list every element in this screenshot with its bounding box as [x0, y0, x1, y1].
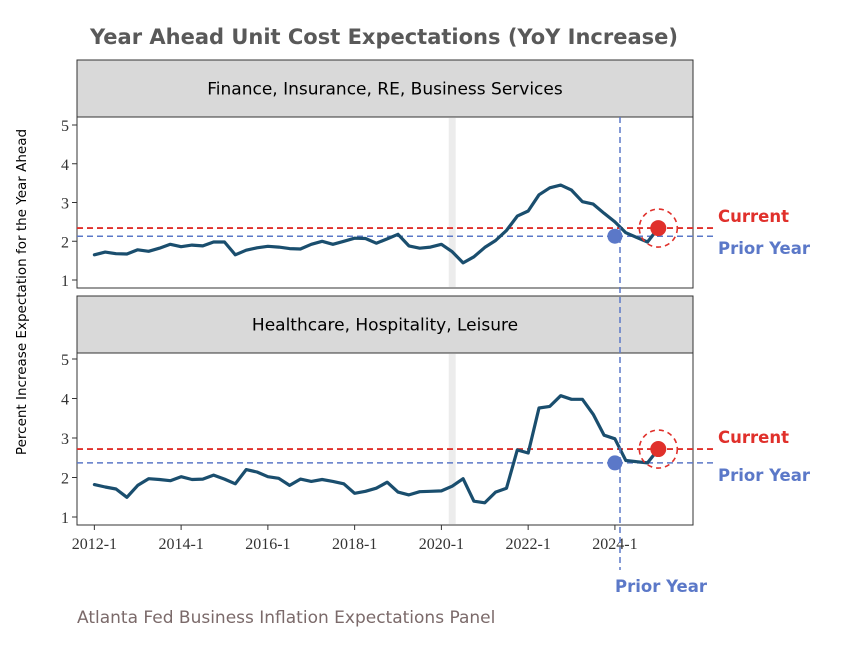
y-tick-label: 1	[61, 510, 69, 527]
y-tick-label: 4	[61, 392, 69, 409]
x-tick-label: 2016-1	[245, 536, 290, 553]
recession-band	[448, 354, 456, 524]
panel-strip	[76, 59, 694, 118]
y-tick-label: 1	[61, 273, 69, 290]
current-point	[650, 220, 667, 237]
x-axis: 2012-1 2014-1 2016-1 2018-1 2020-1 2022-1 2024…	[72, 117, 638, 570]
recession-band	[448, 118, 456, 287]
vertical-marker-label: Prior Year	[615, 577, 708, 596]
x-tick-label: 2018-1	[332, 536, 377, 553]
x-tick-label: 2020-1	[419, 536, 464, 553]
plot-area	[76, 352, 694, 526]
y-tick-label: 4	[61, 157, 69, 174]
prior-year-label: Prior Year	[718, 466, 811, 485]
y-tick-label: 2	[61, 471, 69, 488]
x-tick-label: 2022-1	[505, 536, 550, 553]
y-tick-label: 2	[61, 234, 69, 251]
current-point	[650, 441, 667, 458]
y-axis-label: Percent Increase Expectation for the Yea…	[14, 129, 30, 455]
panel-title: Finance, Insurance, RE, Business Service…	[207, 80, 563, 100]
current-highlight-ring	[638, 208, 679, 248]
series-line	[92, 394, 660, 505]
y-tick-label: 3	[61, 196, 69, 213]
panel-finance: Finance, Insurance, RE, Business Service…	[61, 59, 811, 290]
x-tick-label: 2014-1	[158, 536, 203, 553]
series-line	[92, 183, 660, 265]
x-tick-label: 2024-1	[592, 536, 637, 553]
current-label: Current	[718, 207, 789, 226]
prior-year-label: Prior Year	[718, 239, 811, 258]
y-tick-label: 5	[61, 352, 69, 369]
prior-year-point	[607, 455, 623, 471]
panel-healthcare: Healthcare, Hospitality, Leisure 1 2 3 4 5 Cur…	[61, 295, 811, 527]
plot-area	[76, 116, 694, 289]
y-tick-label: 3	[61, 431, 69, 448]
panel-title: Healthcare, Hospitality, Leisure	[252, 316, 518, 336]
source-note: Atlanta Fed Business Inflation Expectati…	[77, 608, 495, 628]
chart-title: Year Ahead Unit Cost Expectations (YoY I…	[89, 25, 678, 49]
x-tick-label: 2012-1	[72, 536, 117, 553]
current-label: Current	[718, 428, 789, 447]
prior-year-point	[607, 228, 623, 244]
y-tick-label: 5	[61, 118, 69, 135]
current-highlight-ring	[638, 429, 679, 469]
